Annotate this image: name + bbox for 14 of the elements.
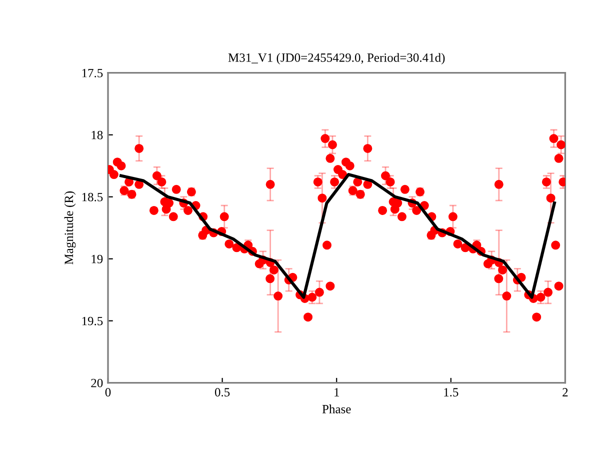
y-tick-label: 19 xyxy=(92,254,103,264)
x-tick-label: 1 xyxy=(334,388,339,396)
x-axis-title: Phase xyxy=(322,404,351,414)
y-tick-label: 18.5 xyxy=(82,192,103,202)
x-tick-label: 2 xyxy=(562,388,568,396)
x-tick-label: 0 xyxy=(105,388,111,396)
x-tick-label: 1.5 xyxy=(444,388,458,397)
y-axis-title: Magnitude (R) xyxy=(64,191,76,264)
y-tick-label: 18 xyxy=(92,130,103,140)
y-tick-label: 20 xyxy=(91,378,103,388)
x-tick-label: 0.5 xyxy=(214,388,230,397)
y-tick-label: 17.5 xyxy=(82,68,103,78)
chart-title: M31_V1 (JD0=2455429.0, Period=30.41d) xyxy=(228,53,445,64)
y-tick-label: 19.5 xyxy=(82,316,103,326)
